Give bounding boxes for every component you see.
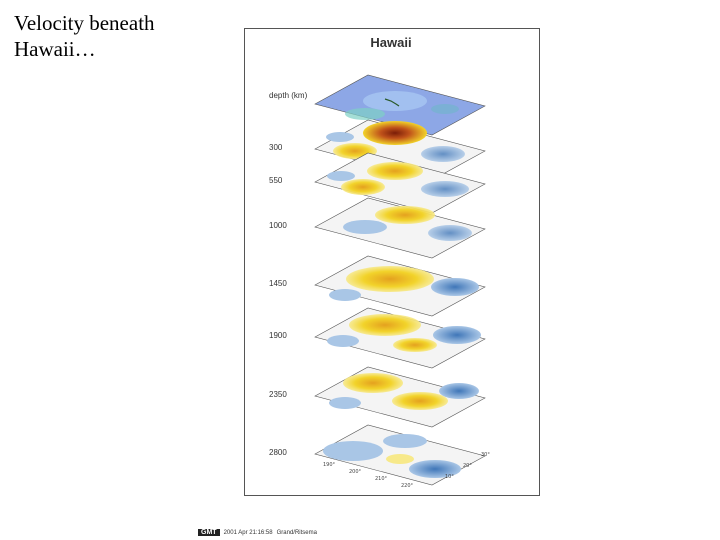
- layer-stack: 190° 200° 210° 220° 10° 20° 30°: [314, 74, 490, 489]
- depth-label-550: 550: [269, 176, 283, 185]
- lat-tick-20: 20°: [463, 463, 472, 469]
- figure-title: Hawaii: [370, 35, 412, 50]
- depth-label-1450: 1450: [269, 279, 287, 288]
- layer-2350: [314, 366, 486, 428]
- lon-tick-220: 220°: [401, 483, 414, 489]
- gmt-logo: GMT: [198, 529, 220, 536]
- lon-tick-210: 210°: [375, 476, 388, 482]
- depth-label-1900: 1900: [269, 331, 287, 340]
- layer-1000: [314, 197, 486, 259]
- layer-550: [314, 152, 486, 214]
- layer-1900: [314, 307, 486, 369]
- depth-label-2800: 2800: [269, 448, 287, 457]
- gmt-timestamp: GMT 2001 Apr 21:16:58 Grand/Ritsema: [198, 529, 317, 536]
- layer-1450: [314, 255, 486, 317]
- slide-title: Velocity beneath Hawaii…: [14, 11, 155, 61]
- depth-label-2350: 2350: [269, 390, 287, 399]
- author-text: Grand/Ritsema: [276, 529, 317, 536]
- layer-topography: [314, 74, 486, 136]
- lon-tick-190: 190°: [323, 462, 336, 468]
- tomography-figure: Hawaii depth (km) 300 550 1000 1450 1900…: [244, 28, 540, 496]
- timestamp-text: 2001 Apr 21:16:58: [223, 529, 273, 536]
- depth-axis-label: depth (km): [269, 91, 308, 100]
- layer-2800: [314, 424, 486, 486]
- depth-label-1000: 1000: [269, 221, 287, 230]
- lon-tick-200: 200°: [349, 469, 362, 475]
- lat-tick-30: 30°: [481, 452, 490, 458]
- depth-label-300: 300: [269, 143, 283, 152]
- lat-tick-10: 10°: [445, 474, 454, 480]
